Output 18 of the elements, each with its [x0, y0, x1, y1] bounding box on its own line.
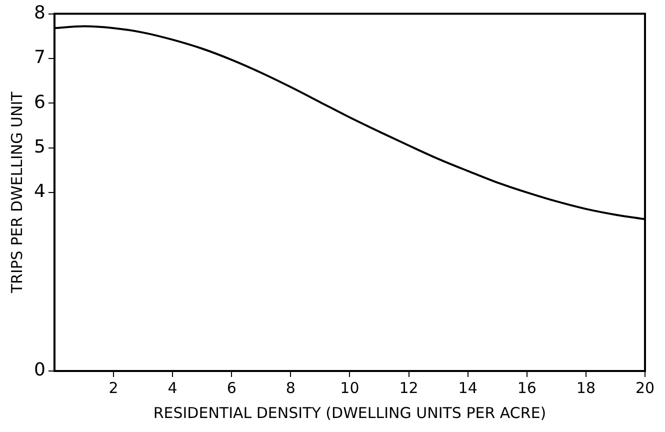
y-tick-label: 0 — [34, 360, 46, 381]
x-tick-label: 14 — [458, 378, 478, 397]
y-tick-label: 8 — [34, 2, 46, 24]
x-tick-label: 8 — [286, 378, 296, 397]
x-tick-label: 6 — [226, 378, 236, 397]
x-axis-title: RESIDENTIAL DENSITY (DWELLING UNITS PER ACRE) — [153, 404, 546, 422]
x-tick-label: 20 — [635, 378, 655, 397]
y-tick-label: 4 — [34, 181, 46, 202]
y-axis-title: TRIPS PER DWELLING UNIT — [8, 90, 26, 294]
x-tick-label: 12 — [399, 378, 418, 397]
x-tick-label: 2 — [108, 378, 118, 397]
x-tick-label: 10 — [340, 378, 360, 397]
x-tick-label: 18 — [576, 378, 596, 397]
x-tick-label: 4 — [168, 378, 178, 397]
y-tick-label: 7 — [34, 47, 46, 68]
y-tick-label: 5 — [34, 136, 46, 158]
x-tick-label: 16 — [517, 378, 536, 397]
y-tick-label: 6 — [34, 92, 46, 113]
